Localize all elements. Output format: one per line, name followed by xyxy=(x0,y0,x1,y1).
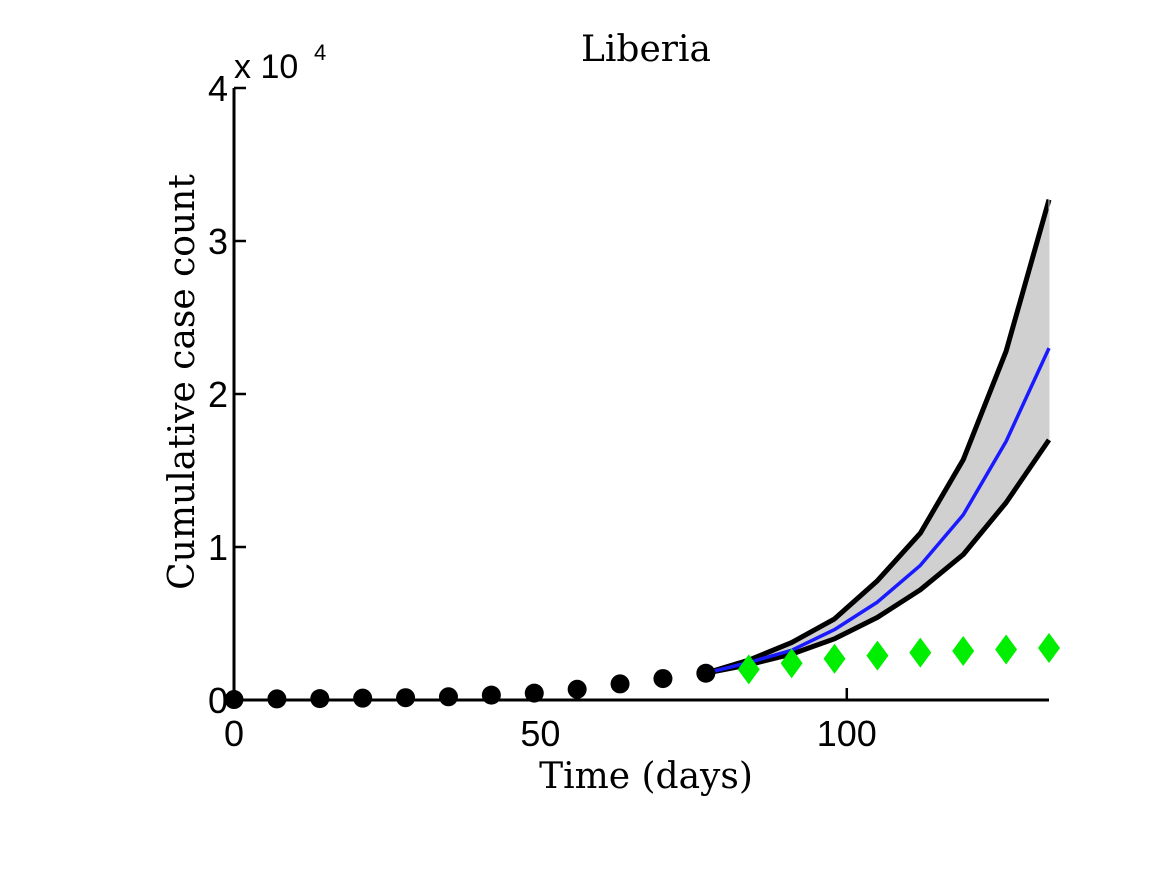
actual-data-point xyxy=(780,648,803,679)
forecast-lines-layer xyxy=(705,199,1052,676)
observed-data-point xyxy=(396,688,416,708)
x-axis-label: Time (days) xyxy=(539,756,753,797)
observed-data-point xyxy=(610,674,630,694)
actual-data-point xyxy=(823,643,846,674)
actual-data-point xyxy=(1038,632,1060,663)
y-tick-label: 0 xyxy=(208,680,228,721)
axes: 0 50 100 0 1 2 3 4 xyxy=(208,68,1049,754)
observed-data-point xyxy=(481,685,501,705)
y-tick-label: 2 xyxy=(208,374,228,415)
x-tick-label: 0 xyxy=(224,713,244,754)
lower-bound-line xyxy=(705,438,1052,676)
observed-data-point xyxy=(567,679,587,699)
actual-data-point xyxy=(952,636,975,667)
actual-data-point xyxy=(909,637,932,668)
observed-data-point xyxy=(653,669,673,689)
actual-data-point xyxy=(995,634,1018,665)
y-axis-label: Cumulative case count xyxy=(162,174,203,590)
observed-data-point xyxy=(353,688,373,708)
chart-title: Liberia xyxy=(581,29,711,70)
observed-data-point xyxy=(696,663,716,683)
uncertainty-band xyxy=(705,199,1049,674)
observed-points-layer xyxy=(224,663,716,710)
x-tick-label: 50 xyxy=(520,713,560,754)
observed-data-point xyxy=(524,683,544,703)
x-tick-label: 100 xyxy=(817,713,877,754)
actual-data-point xyxy=(866,640,889,671)
observed-data-point xyxy=(438,687,458,707)
forecast-mean-line xyxy=(705,347,1051,675)
y-exponent-superscript: 4 xyxy=(314,40,326,65)
y-tick-label: 1 xyxy=(208,527,228,568)
actual-data-point xyxy=(737,654,760,685)
y-tick-label: 4 xyxy=(208,68,228,109)
uncertainty-band-layer xyxy=(705,199,1049,674)
actual-points-layer xyxy=(737,632,1060,685)
y-tick-label: 3 xyxy=(208,221,228,262)
upper-bound-line xyxy=(705,199,1052,676)
y-exponent-label: x 10 xyxy=(234,48,298,86)
